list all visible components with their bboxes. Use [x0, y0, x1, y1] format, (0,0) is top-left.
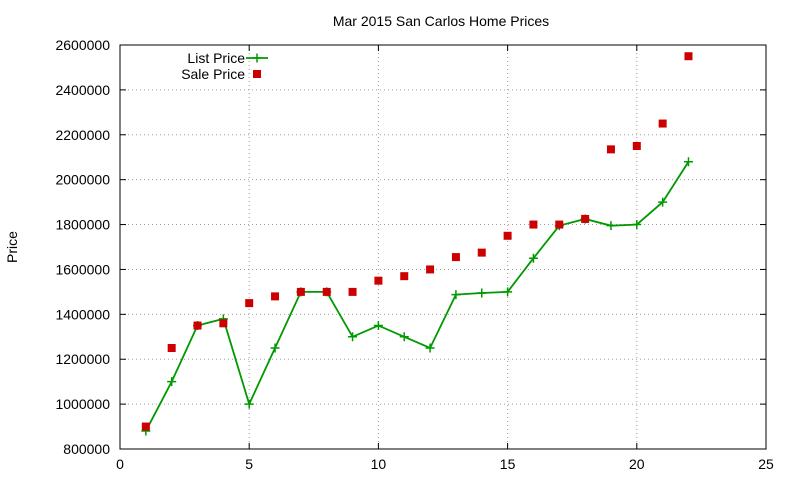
- y-tick-label: 2200000: [55, 127, 110, 143]
- series-line: [145, 161, 690, 432]
- y-axis-label: Price: [4, 231, 20, 263]
- data-point: [167, 377, 177, 387]
- data-point: [503, 231, 512, 240]
- data-point: [399, 332, 409, 342]
- legend-marker: [252, 53, 262, 63]
- plot-area: [141, 52, 693, 436]
- x-tick-label: 15: [500, 456, 516, 472]
- legend-label: List Price: [187, 50, 245, 66]
- legend-label: Sale Price: [181, 66, 245, 82]
- data-point: [425, 343, 435, 353]
- data-point: [400, 272, 409, 281]
- x-tick-label: 20: [629, 456, 645, 472]
- data-point: [451, 253, 460, 262]
- y-tick-label: 800000: [63, 441, 110, 457]
- data-point: [529, 220, 538, 229]
- data-point: [348, 287, 357, 296]
- data-point: [658, 119, 667, 128]
- x-tick-label: 5: [245, 456, 253, 472]
- axes: 0 5 10 15 20 25 800000 1000000 1200000 1400000 160…: [55, 37, 774, 472]
- legend-marker: [253, 70, 261, 78]
- data-point: [451, 290, 461, 300]
- data-point: [141, 422, 150, 431]
- data-point: [270, 343, 280, 353]
- data-point: [503, 287, 513, 297]
- grid: [120, 45, 766, 449]
- data-point: [683, 157, 693, 167]
- data-point: [658, 197, 668, 207]
- data-point: [374, 276, 383, 285]
- y-tick-label: 1000000: [55, 396, 110, 412]
- data-point: [245, 299, 254, 308]
- y-tick-label: 1800000: [55, 217, 110, 233]
- y-tick-label: 1600000: [55, 261, 110, 277]
- data-point: [373, 321, 383, 331]
- data-point: [348, 332, 358, 342]
- y-tick-label: 1200000: [55, 351, 110, 367]
- x-tick-label: 10: [371, 456, 387, 472]
- chart-title: Mar 2015 San Carlos Home Prices: [333, 13, 549, 29]
- data-point: [477, 248, 486, 257]
- y-tick-label: 2400000: [55, 82, 110, 98]
- data-point: [632, 220, 642, 230]
- data-point: [555, 220, 564, 229]
- data-point: [606, 145, 615, 154]
- data-point: [528, 253, 538, 263]
- data-point: [581, 214, 590, 223]
- data-point: [684, 52, 693, 61]
- data-point: [271, 292, 280, 301]
- series-sale-price: [141, 52, 693, 431]
- x-tick-label: 0: [116, 456, 124, 472]
- data-point: [167, 344, 176, 352]
- y-tick-label: 2000000: [55, 172, 110, 188]
- y-tick-label: 1400000: [55, 306, 110, 322]
- data-point: [477, 288, 487, 298]
- data-point: [322, 287, 331, 296]
- data-point: [632, 142, 641, 150]
- series-list-price: [141, 157, 693, 436]
- y-tick-label: 2600000: [55, 37, 110, 53]
- data-point: [219, 319, 228, 328]
- data-point: [244, 399, 254, 409]
- data-point: [296, 287, 305, 296]
- x-tick-label: 25: [758, 456, 774, 472]
- data-point: [606, 221, 616, 231]
- plot-border: [119, 44, 767, 450]
- data-point: [426, 265, 435, 274]
- data-point: [193, 321, 202, 330]
